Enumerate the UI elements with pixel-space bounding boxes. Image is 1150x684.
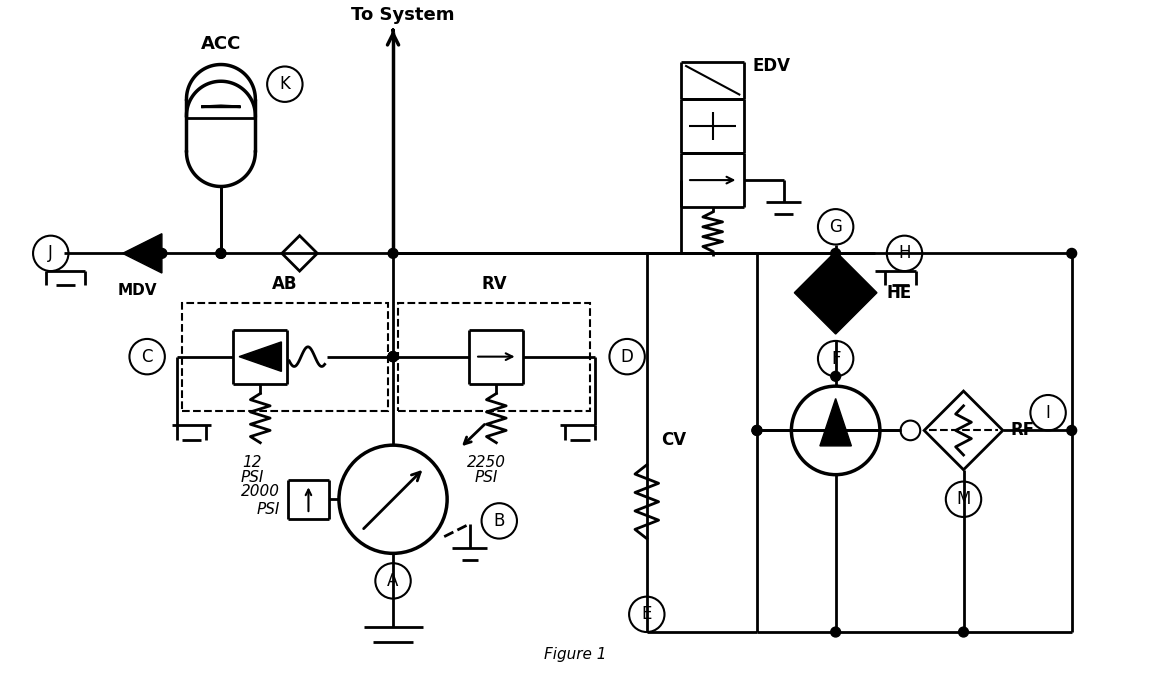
Text: EDV: EDV <box>752 57 790 75</box>
Circle shape <box>1067 248 1076 259</box>
Circle shape <box>388 352 398 362</box>
Text: PSI: PSI <box>256 501 279 516</box>
Text: A: A <box>388 572 399 590</box>
Bar <box>182 302 388 410</box>
Text: RF: RF <box>1011 421 1035 439</box>
Text: I: I <box>1045 404 1051 422</box>
Circle shape <box>388 352 398 362</box>
Bar <box>398 302 590 410</box>
Circle shape <box>158 248 167 259</box>
Circle shape <box>830 371 841 381</box>
Polygon shape <box>123 234 162 273</box>
Polygon shape <box>820 399 851 446</box>
Text: C: C <box>141 347 153 366</box>
Circle shape <box>388 248 398 259</box>
Text: 2000: 2000 <box>242 484 279 499</box>
Polygon shape <box>239 342 282 371</box>
Circle shape <box>830 627 841 637</box>
Circle shape <box>1067 425 1076 435</box>
Text: PSI: PSI <box>240 470 264 485</box>
Text: F: F <box>831 350 841 367</box>
Text: AB: AB <box>273 275 298 293</box>
Circle shape <box>959 627 968 637</box>
Text: D: D <box>621 347 634 366</box>
Circle shape <box>752 425 762 435</box>
Text: HE: HE <box>887 284 912 302</box>
Text: CV: CV <box>661 431 687 449</box>
Circle shape <box>752 425 762 435</box>
Circle shape <box>216 248 225 259</box>
Text: E: E <box>642 605 652 623</box>
Text: 2250: 2250 <box>467 454 506 469</box>
Text: M: M <box>957 490 971 508</box>
Polygon shape <box>795 252 877 334</box>
Text: PSI: PSI <box>475 470 498 485</box>
Text: ACC: ACC <box>201 35 242 53</box>
Text: G: G <box>829 218 842 236</box>
Text: 12: 12 <box>243 454 262 469</box>
Text: B: B <box>493 512 505 530</box>
Text: RV: RV <box>481 275 507 293</box>
Circle shape <box>216 248 225 259</box>
Text: To System: To System <box>351 6 454 24</box>
Text: J: J <box>48 244 53 263</box>
Text: H: H <box>898 244 911 263</box>
Text: MDV: MDV <box>117 283 158 298</box>
Circle shape <box>388 352 398 362</box>
Text: K: K <box>279 75 290 93</box>
Circle shape <box>830 248 841 259</box>
Text: Figure 1: Figure 1 <box>544 646 606 661</box>
